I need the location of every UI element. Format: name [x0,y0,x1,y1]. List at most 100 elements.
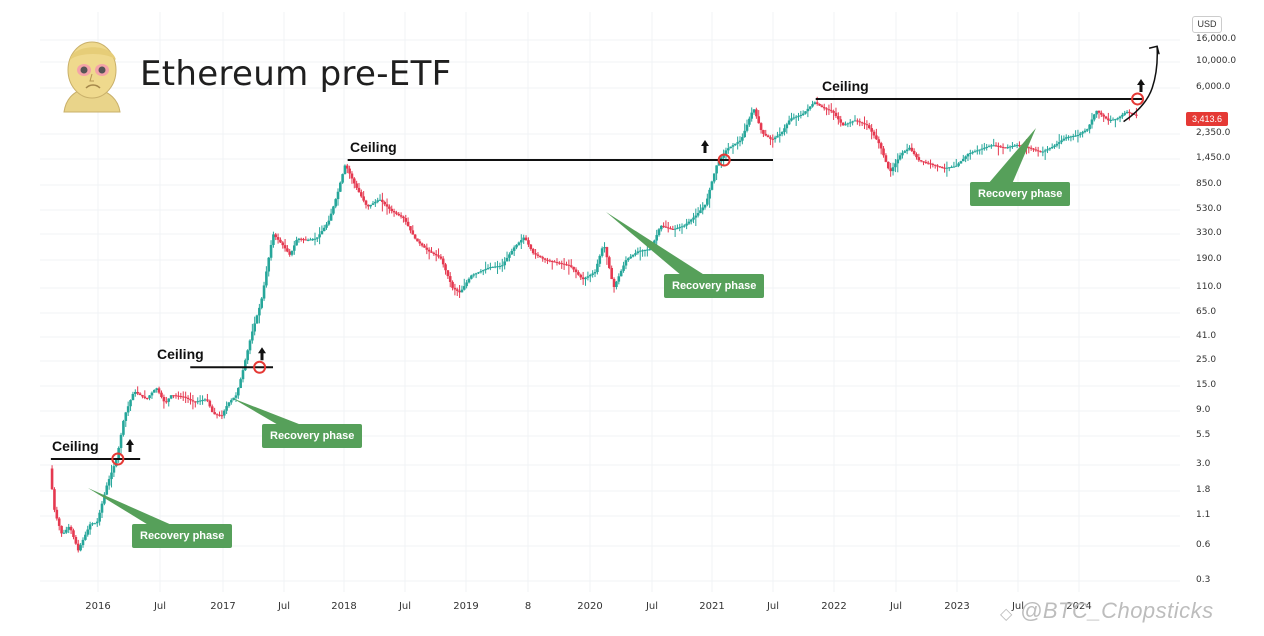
candle-body [872,131,876,136]
breakout-marker [1131,92,1145,106]
candle-body [703,204,707,208]
candle-body [1118,116,1122,119]
candle-body [306,239,310,241]
candle-body [341,174,344,183]
candle-body [1008,146,1012,148]
candle-body [792,117,796,119]
candle-body [985,147,988,149]
candle-body [867,125,871,129]
candle-body [1053,145,1056,147]
candle-body [926,162,930,164]
candle-body [241,370,245,380]
candle-body [336,191,340,200]
candle-body [290,250,294,255]
candle-body [931,164,935,166]
candle-body [664,226,668,228]
candle-body [129,400,132,407]
candle-body [493,266,497,268]
candle-body [160,392,163,397]
candle-body [76,543,80,551]
y-tick-label: 1,450.0 [1196,153,1231,163]
x-tick-label: Jul [1011,601,1025,612]
y-tick-label: 3.0 [1196,459,1211,469]
candle-body [496,266,499,268]
candle-body [648,249,652,251]
breakout-marker [717,153,731,167]
y-tick-label: 850.0 [1196,179,1222,189]
candle-body [548,260,552,262]
candle-body [834,112,838,117]
candle-body [657,229,661,236]
candle-body [345,165,349,169]
candle-body [181,396,185,398]
candle-body [615,281,618,288]
breakout-marker [253,360,267,374]
candle-body [863,123,866,125]
candle-body [267,257,271,272]
candle-body [600,248,604,256]
candle-body [119,434,123,448]
candle-body [441,258,445,265]
breakout-marker [111,452,125,466]
candle-body [332,206,335,214]
x-tick-label: Jul [889,601,903,612]
candle-body [801,113,805,115]
candle-body [813,102,817,105]
candle-body [510,250,514,255]
candle-body [53,489,56,510]
candle-body [769,137,772,139]
candle-body [378,199,382,201]
candle-body [272,234,275,245]
candle-body [844,124,847,126]
candle-body [484,269,487,271]
candle-body [107,479,111,486]
candle-body [643,249,647,251]
candle-body [567,264,571,266]
candle-body [1083,130,1087,133]
candle-body [1109,119,1112,121]
candle-body [184,396,187,398]
candle-body [295,240,298,246]
candle-body [100,503,104,513]
candle-body [884,155,888,162]
candle-body [1123,113,1127,115]
candle-body [569,265,573,267]
candle-body [225,406,228,411]
candle-body [1060,140,1063,143]
candle-body [990,145,993,147]
candle-body [281,242,285,246]
candle-body [274,234,278,238]
candle-body [374,201,377,204]
x-tick-label: 2022 [821,601,847,612]
candle-body [227,402,231,407]
candle-body [671,228,675,230]
currency-unit[interactable]: USD [1192,16,1222,33]
candle-body [253,323,256,332]
candle-body [143,396,147,398]
candle-body [1032,148,1035,150]
candle-body [947,167,951,169]
candle-body [320,231,324,235]
candle-body [467,278,471,283]
candle-body [553,261,556,263]
candle-body [1006,147,1010,149]
candle-body [1081,132,1084,134]
candle-body [388,206,391,209]
candle-body [57,518,61,526]
candle-body [839,119,843,123]
y-tick-label: 0.6 [1196,540,1211,550]
candle-body [302,239,305,241]
candle-body [804,111,807,114]
candle-body [727,148,730,151]
y-tick-label: 65.0 [1196,307,1217,317]
candle-body [122,420,125,435]
candle-body [669,228,672,230]
candle-body [808,106,812,109]
candle-body [773,137,777,140]
candle-body [369,204,372,207]
candle-body [641,250,644,252]
candle-body [367,204,370,207]
candle-body [425,247,429,250]
candle-body [239,379,242,388]
candle-body [771,138,775,140]
